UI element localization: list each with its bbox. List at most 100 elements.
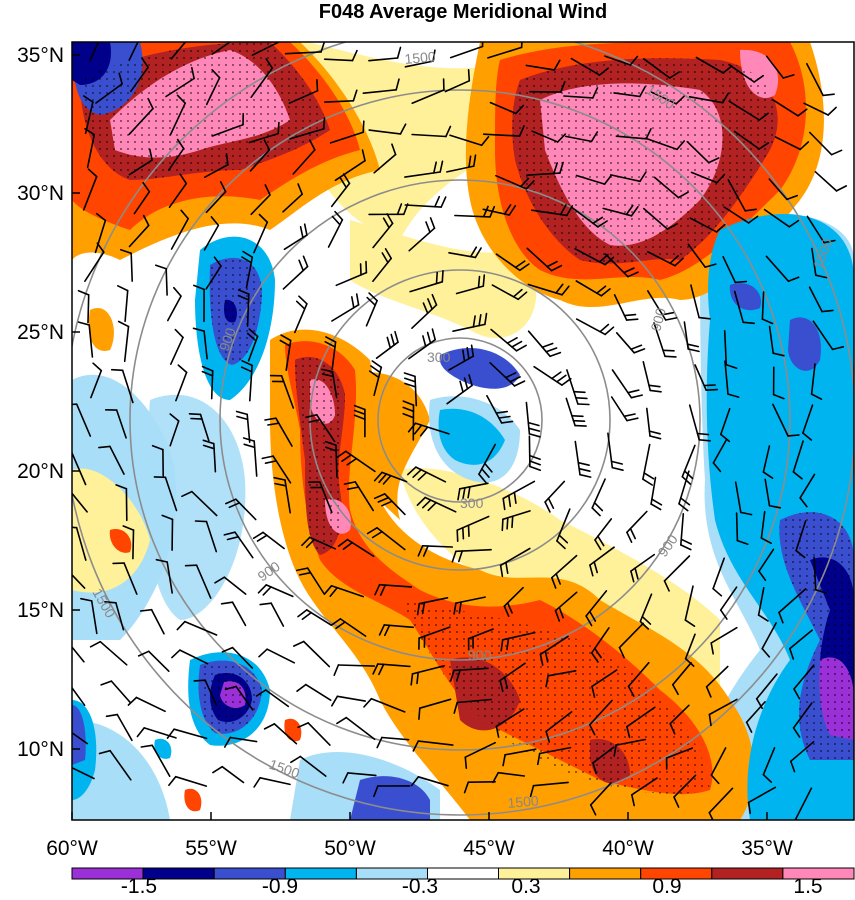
wind-barb-flag — [248, 328, 259, 338]
wind-barb-flag — [161, 514, 174, 521]
wind-barb-flag — [449, 669, 455, 682]
wind-barb-flag — [241, 359, 253, 367]
wind-barb — [170, 336, 184, 366]
wind-barb-flag — [664, 317, 678, 321]
wind-barb-flag — [786, 194, 799, 201]
wind-barb-flag — [301, 611, 313, 621]
wind-barb — [591, 669, 618, 688]
wind-barb — [368, 129, 402, 135]
wind-barb — [250, 194, 271, 216]
wind-barb-flag — [224, 736, 232, 748]
wind-barb — [169, 420, 180, 447]
wind-barb-flag — [94, 27, 102, 35]
wind-barb — [72, 686, 86, 707]
wind-barb-flag — [651, 498, 663, 506]
wind-barb — [613, 92, 641, 98]
wind-barb-flag — [342, 173, 351, 185]
wind-barb-flag — [747, 801, 752, 815]
wind-barb-flag — [55, 567, 65, 571]
wind-barb — [347, 772, 377, 777]
colorbar-swatch — [427, 867, 500, 880]
wind-barb-flag — [792, 727, 801, 738]
wind-barb-flag — [171, 649, 181, 659]
wind-barb-flag — [643, 472, 655, 480]
wind-barb-flag — [787, 276, 800, 283]
wind-barb-flag — [176, 94, 186, 104]
wind-barb-flag — [362, 120, 365, 133]
wind-barb — [292, 149, 316, 175]
wind-barb — [211, 123, 244, 137]
wind-barb — [760, 510, 766, 539]
wind-barb-flag — [721, 92, 730, 104]
wind-barb — [130, 66, 149, 93]
wind-barb — [669, 704, 690, 725]
wind-barb-flag — [421, 601, 426, 615]
wind-barb — [765, 55, 785, 79]
wind-barb-flag — [698, 316, 711, 320]
wind-barb-flag — [140, 744, 153, 748]
wind-barb-flag — [821, 309, 834, 313]
wind-barb-flag — [259, 602, 273, 606]
wind-barb-flag — [256, 534, 268, 542]
wind-barb — [345, 716, 376, 741]
wind-barb — [708, 698, 738, 716]
ring-label-900-east: 900 — [647, 306, 669, 333]
wind-barb-flag — [546, 260, 558, 268]
wind-barb-flag — [508, 205, 517, 216]
wind-barb-flag — [253, 776, 261, 788]
wind-barb-flag — [396, 203, 403, 216]
wind-barb-flag — [492, 771, 500, 784]
wind-barb-flag — [680, 538, 693, 545]
wind-barb — [109, 445, 125, 475]
wind-barb-flag — [100, 680, 113, 686]
wind-barb-flag — [559, 81, 566, 93]
wind-barb-flag — [142, 214, 150, 227]
wind-barb-flag — [633, 348, 646, 354]
wind-barb-flag — [263, 723, 276, 730]
wind-barb — [762, 445, 771, 473]
wind-barb-flag — [673, 796, 680, 808]
wind-barb — [130, 252, 133, 282]
wind-barb — [793, 664, 815, 690]
wind-barb-flag — [303, 223, 308, 236]
wind-barb — [684, 585, 694, 621]
wind-barb-flag — [802, 432, 813, 441]
wind-barb-flag — [370, 365, 381, 374]
wind-barb — [323, 100, 355, 103]
wind-barb-flag — [679, 544, 692, 551]
wind-barb — [123, 325, 130, 363]
wind-barb — [768, 178, 788, 201]
lat-label-15n: 15°N — [17, 599, 64, 622]
wind-barb — [792, 702, 813, 729]
wind-barb-flag — [676, 140, 686, 151]
wind-barb-flag — [550, 576, 557, 589]
wind-barb-flag — [445, 125, 452, 138]
wind-barb-flag — [96, 212, 107, 222]
wind-barb — [758, 548, 775, 573]
wind-barb-flag — [498, 415, 511, 419]
wind-barb-flag — [142, 181, 151, 193]
wind-barb — [811, 247, 817, 277]
wind-barb-flag — [258, 648, 268, 658]
wind-barb-flag — [598, 67, 609, 76]
colorbar-swatch — [782, 867, 855, 880]
wind-barb — [618, 622, 645, 649]
wind-barb-flag — [422, 545, 429, 557]
wind-barb — [808, 286, 823, 313]
lat-label-10n: 10°N — [17, 738, 64, 761]
wind-barb — [495, 708, 525, 728]
wind-barb-flag — [343, 481, 357, 485]
wind-barb — [248, 132, 280, 144]
wind-barb — [690, 171, 718, 184]
wind-barb-flag — [661, 311, 675, 316]
wind-barb — [170, 42, 187, 60]
wind-barb — [663, 555, 691, 582]
wind-barb — [167, 295, 182, 322]
wind-barb-flag — [77, 321, 90, 326]
wind-barb-flag — [457, 550, 464, 563]
wind-barb — [626, 706, 656, 728]
wind-barb — [90, 369, 103, 399]
wind-barb-flag — [292, 640, 305, 647]
wind-barb — [175, 371, 188, 402]
wind-barb-flag — [577, 461, 590, 467]
